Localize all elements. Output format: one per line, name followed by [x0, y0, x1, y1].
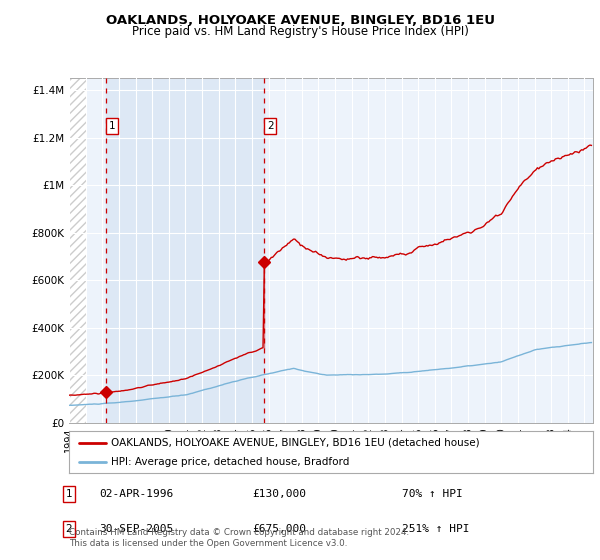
Text: Price paid vs. HM Land Registry's House Price Index (HPI): Price paid vs. HM Land Registry's House … [131, 25, 469, 38]
Text: £675,000: £675,000 [252, 524, 306, 534]
Text: 1: 1 [109, 121, 116, 131]
Text: OAKLANDS, HOLYOAKE AVENUE, BINGLEY, BD16 1EU (detached house): OAKLANDS, HOLYOAKE AVENUE, BINGLEY, BD16… [111, 437, 479, 447]
Text: Contains HM Land Registry data © Crown copyright and database right 2024.
This d: Contains HM Land Registry data © Crown c… [69, 528, 409, 548]
Text: HPI: Average price, detached house, Bradford: HPI: Average price, detached house, Brad… [111, 457, 349, 467]
Bar [106, 78, 265, 423]
Text: 30-SEP-2005: 30-SEP-2005 [99, 524, 173, 534]
Bar [69, 78, 86, 423]
Text: 2: 2 [267, 121, 274, 131]
Text: 2: 2 [65, 524, 73, 534]
Text: 1: 1 [65, 489, 73, 499]
Text: OAKLANDS, HOLYOAKE AVENUE, BINGLEY, BD16 1EU: OAKLANDS, HOLYOAKE AVENUE, BINGLEY, BD16… [106, 14, 494, 27]
Text: 251% ↑ HPI: 251% ↑ HPI [402, 524, 470, 534]
Text: £130,000: £130,000 [252, 489, 306, 499]
Text: 02-APR-1996: 02-APR-1996 [99, 489, 173, 499]
Text: 70% ↑ HPI: 70% ↑ HPI [402, 489, 463, 499]
